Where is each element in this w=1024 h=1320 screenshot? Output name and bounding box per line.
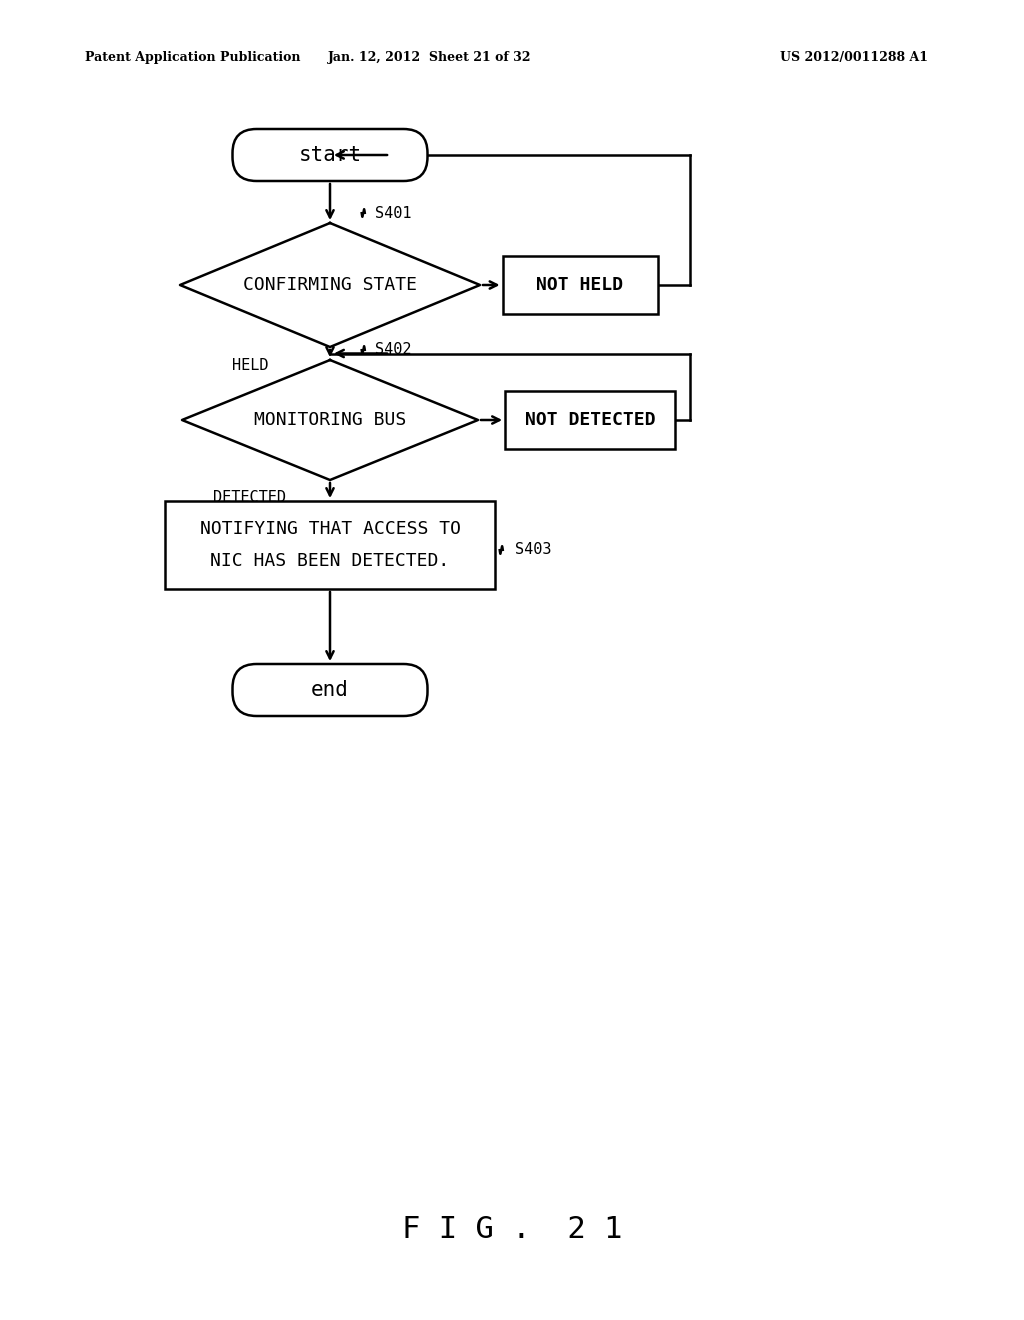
Text: US 2012/0011288 A1: US 2012/0011288 A1 bbox=[780, 51, 928, 65]
Text: S402: S402 bbox=[375, 342, 412, 358]
Text: DETECTED: DETECTED bbox=[213, 491, 287, 506]
Text: S403: S403 bbox=[515, 543, 552, 557]
Text: CONFIRMING STATE: CONFIRMING STATE bbox=[243, 276, 417, 294]
Text: NOTIFYING THAT ACCESS TO: NOTIFYING THAT ACCESS TO bbox=[200, 520, 461, 539]
Text: F I G .  2 1: F I G . 2 1 bbox=[401, 1216, 623, 1245]
Text: start: start bbox=[298, 145, 361, 165]
Text: NOT DETECTED: NOT DETECTED bbox=[524, 411, 655, 429]
FancyBboxPatch shape bbox=[232, 129, 427, 181]
Text: Jan. 12, 2012  Sheet 21 of 32: Jan. 12, 2012 Sheet 21 of 32 bbox=[329, 51, 531, 65]
Bar bbox=[503, 256, 657, 314]
Text: end: end bbox=[311, 680, 349, 700]
FancyBboxPatch shape bbox=[232, 664, 427, 715]
Text: NOT HELD: NOT HELD bbox=[537, 276, 624, 294]
Bar bbox=[165, 502, 495, 589]
Text: NIC HAS BEEN DETECTED.: NIC HAS BEEN DETECTED. bbox=[210, 552, 450, 570]
Text: MONITORING BUS: MONITORING BUS bbox=[254, 411, 407, 429]
Bar bbox=[505, 391, 675, 449]
Text: Patent Application Publication: Patent Application Publication bbox=[85, 51, 300, 65]
Text: S401: S401 bbox=[375, 206, 412, 220]
Text: HELD: HELD bbox=[231, 358, 268, 372]
